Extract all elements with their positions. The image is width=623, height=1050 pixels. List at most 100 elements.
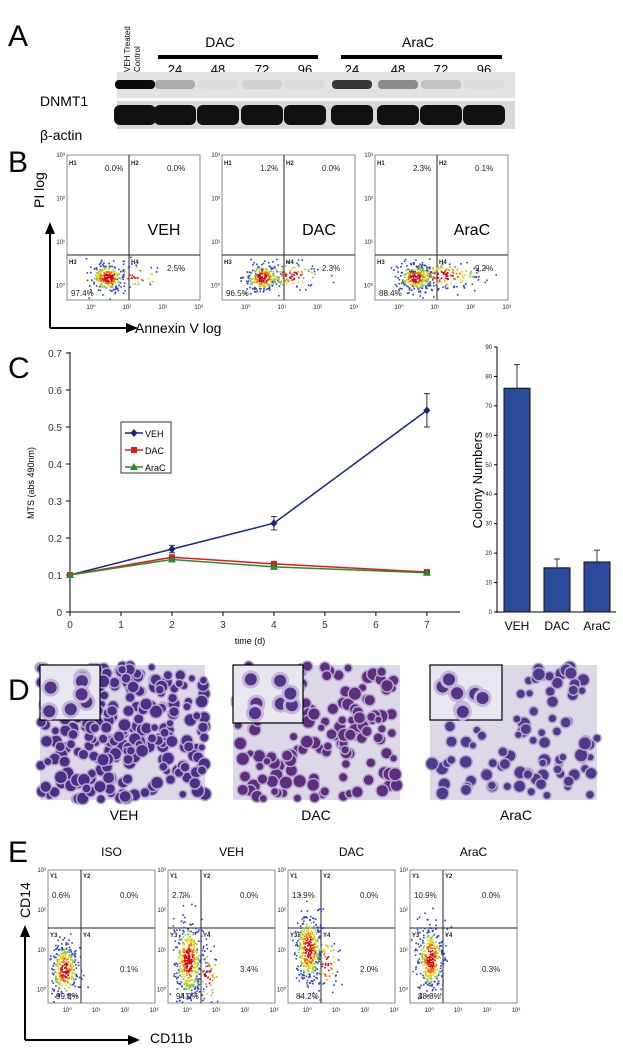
event-dot	[63, 937, 66, 939]
data-point-triangle	[130, 463, 138, 470]
event-dot	[193, 958, 196, 960]
event-dot	[71, 968, 74, 971]
event-dot	[262, 268, 265, 270]
event-dot	[311, 960, 314, 962]
event-dot	[128, 265, 131, 268]
y-tick-label: 10²	[56, 197, 65, 203]
event-dot	[318, 983, 320, 985]
event-dot	[302, 947, 304, 949]
y-tick-label: 10²	[399, 908, 408, 914]
event-dot	[95, 279, 98, 281]
event-dot	[90, 291, 93, 294]
y-tick-label: 10²	[157, 908, 166, 914]
cell-nucleus	[151, 724, 158, 731]
event-dot	[74, 959, 77, 961]
event-dot	[303, 958, 306, 960]
event-dot	[427, 994, 430, 997]
inset-nucleus	[244, 673, 257, 686]
cell-nucleus	[82, 784, 91, 793]
event-dot	[182, 978, 184, 980]
event-dot	[110, 278, 113, 281]
event-dot	[424, 949, 427, 952]
event-dot	[265, 273, 268, 275]
event-dot	[470, 270, 472, 273]
event-dot	[184, 939, 187, 942]
event-dot	[136, 276, 139, 279]
event-dot	[322, 927, 324, 929]
event-dot	[429, 965, 432, 968]
event-dot	[431, 961, 434, 963]
event-dot	[178, 938, 181, 941]
event-dot	[61, 949, 63, 952]
event-dot	[436, 984, 439, 986]
event-dot	[95, 274, 97, 277]
event-dot	[313, 963, 315, 965]
event-dot	[71, 966, 73, 968]
event-dot	[184, 963, 186, 966]
event-dot	[308, 944, 311, 947]
event-dot	[251, 287, 254, 290]
event-dot	[272, 260, 274, 263]
western-blot-panel: VEH Treated Control DAC AraC 24 48 72 96 24 4…	[40, 26, 515, 143]
x-tick-label: VEH	[505, 619, 530, 633]
cell-nucleus	[539, 737, 550, 748]
event-dot	[297, 259, 300, 261]
event-dot	[207, 976, 209, 979]
y-tick-label: 10¹	[37, 948, 46, 954]
event-dot	[193, 940, 195, 942]
event-dot	[408, 281, 410, 284]
event-dot	[107, 282, 110, 285]
event-dot	[193, 947, 195, 949]
event-dot	[414, 275, 416, 277]
event-dot	[430, 274, 432, 276]
event-dot	[307, 964, 310, 967]
event-dot	[308, 973, 311, 976]
event-dot	[311, 947, 313, 949]
event-dot	[260, 279, 262, 281]
event-dot	[155, 271, 158, 273]
treatment-label: VEH	[219, 845, 244, 859]
event-dot	[257, 276, 259, 278]
event-dot	[433, 269, 435, 272]
event-dot	[54, 996, 57, 998]
event-dot	[278, 277, 280, 280]
cell-nucleus	[533, 668, 545, 681]
event-dot	[430, 959, 433, 961]
event-dot	[272, 267, 274, 269]
event-dot	[246, 280, 248, 283]
event-dot	[211, 989, 214, 991]
event-dot	[441, 267, 444, 269]
event-dot	[426, 961, 429, 964]
event-dot	[187, 969, 189, 972]
event-dot	[312, 947, 314, 949]
event-dot	[314, 918, 317, 921]
event-dot	[190, 942, 192, 944]
y-axis-label: MTS (abs 490nm)	[26, 447, 36, 519]
event-dot	[265, 268, 267, 271]
event-dot	[197, 930, 199, 933]
event-dot	[434, 947, 436, 950]
event-dot	[256, 269, 258, 271]
event-dot	[68, 977, 70, 979]
event-dot	[293, 953, 296, 956]
event-dot	[253, 280, 256, 283]
x-tick-label: 10²	[313, 305, 322, 311]
event-dot	[116, 278, 119, 281]
event-dot	[426, 947, 429, 949]
event-dot	[106, 282, 108, 285]
event-dot	[63, 958, 65, 960]
event-dot	[273, 275, 275, 277]
event-dot	[259, 290, 261, 293]
cell-nucleus	[503, 782, 511, 790]
event-dot	[469, 273, 472, 275]
event-dot	[319, 935, 321, 938]
cell-nucleus	[324, 742, 332, 750]
event-dot	[298, 933, 300, 936]
event-dot	[104, 286, 106, 289]
event-dot	[315, 939, 317, 942]
event-dot	[428, 285, 430, 287]
event-dot	[190, 958, 192, 961]
event-dot	[49, 955, 52, 957]
event-dot	[429, 961, 432, 964]
